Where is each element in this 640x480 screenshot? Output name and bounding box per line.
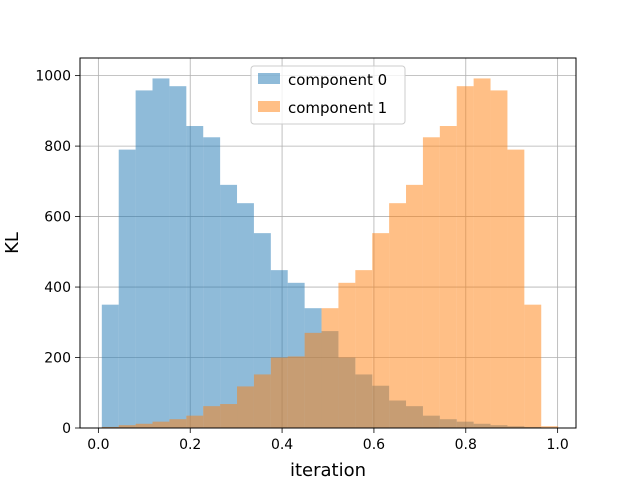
legend-swatch-component-1 xyxy=(258,101,280,112)
bars xyxy=(101,78,559,429)
histogram-bar-component-0 xyxy=(220,184,238,428)
histogram-bar-component-1 xyxy=(490,90,508,429)
histogram-bar-component-1 xyxy=(355,270,373,428)
y-axis-ticks: 0 200 400 600 800 1000 xyxy=(35,69,80,437)
histogram-bar-component-1 xyxy=(473,78,491,428)
y-tick-label: 800 xyxy=(44,139,71,155)
histogram-bar-component-0 xyxy=(237,203,254,428)
histogram-bar-component-1 xyxy=(338,282,356,428)
histogram-bar-component-0 xyxy=(101,304,119,428)
histogram-bar-component-1 xyxy=(169,419,187,428)
x-tick-label: 0.0 xyxy=(87,437,109,453)
histogram-bar-component-1 xyxy=(439,126,457,428)
x-tick-label: 0.4 xyxy=(271,437,293,453)
histogram-bar-component-1 xyxy=(237,386,254,428)
y-tick-label: 1000 xyxy=(35,69,71,85)
histogram-bar-component-1 xyxy=(406,184,423,428)
histogram-bar-component-1 xyxy=(253,374,271,428)
x-tick-label: 1.0 xyxy=(546,437,568,453)
histogram-bar-component-1 xyxy=(321,308,339,428)
plot-frame xyxy=(79,57,577,429)
histogram-bar-component-0 xyxy=(186,126,204,428)
x-axis-label: iteration xyxy=(290,460,366,480)
histogram-bar-component-1 xyxy=(389,203,407,428)
histogram-bar-component-0 xyxy=(152,78,170,428)
histogram-bar-component-1 xyxy=(304,332,322,428)
histogram-bar-component-1 xyxy=(135,423,153,428)
legend-label-component-0: component 0 xyxy=(288,71,387,89)
histogram-bar-component-1 xyxy=(118,425,136,428)
y-tick-label: 400 xyxy=(44,280,71,296)
x-tick-label: 0.8 xyxy=(455,437,477,453)
histogram-bar-component-1 xyxy=(101,426,119,428)
histogram-bar-component-1 xyxy=(270,357,288,428)
legend-swatch-component-0 xyxy=(258,73,280,84)
histogram-bar-component-1 xyxy=(287,356,305,428)
x-tick-label: 0.6 xyxy=(363,437,385,453)
histogram-bar-component-1 xyxy=(524,304,542,428)
histogram-bar-component-0 xyxy=(203,137,221,429)
histogram-bar-component-0 xyxy=(169,86,187,428)
y-tick-label: 200 xyxy=(44,351,71,367)
histogram-bar-component-0 xyxy=(135,90,153,429)
histogram-bar-component-1 xyxy=(422,137,440,429)
histogram-bar-component-1 xyxy=(372,233,390,428)
y-axis-label: KL xyxy=(2,232,23,254)
histogram-bar-component-1 xyxy=(203,406,221,428)
histogram-bar-component-1 xyxy=(541,426,559,428)
legend-box xyxy=(250,65,406,125)
histogram-bar-component-1 xyxy=(152,421,170,428)
histogram-bar-component-1 xyxy=(507,149,525,428)
y-tick-label: 0 xyxy=(62,421,71,437)
histogram-bar-component-0 xyxy=(118,149,136,428)
x-axis-ticks: 0.0 0.2 0.4 0.6 0.8 1.0 xyxy=(87,428,569,453)
y-tick-label: 600 xyxy=(44,210,71,226)
legend-label-component-1: component 1 xyxy=(288,99,387,117)
histogram-bar-component-1 xyxy=(186,415,204,428)
histogram-bar-component-1 xyxy=(456,86,474,428)
x-tick-label: 0.2 xyxy=(179,437,201,453)
histogram-bar-component-1 xyxy=(220,404,238,428)
legend: component 0 component 1 xyxy=(250,65,406,125)
